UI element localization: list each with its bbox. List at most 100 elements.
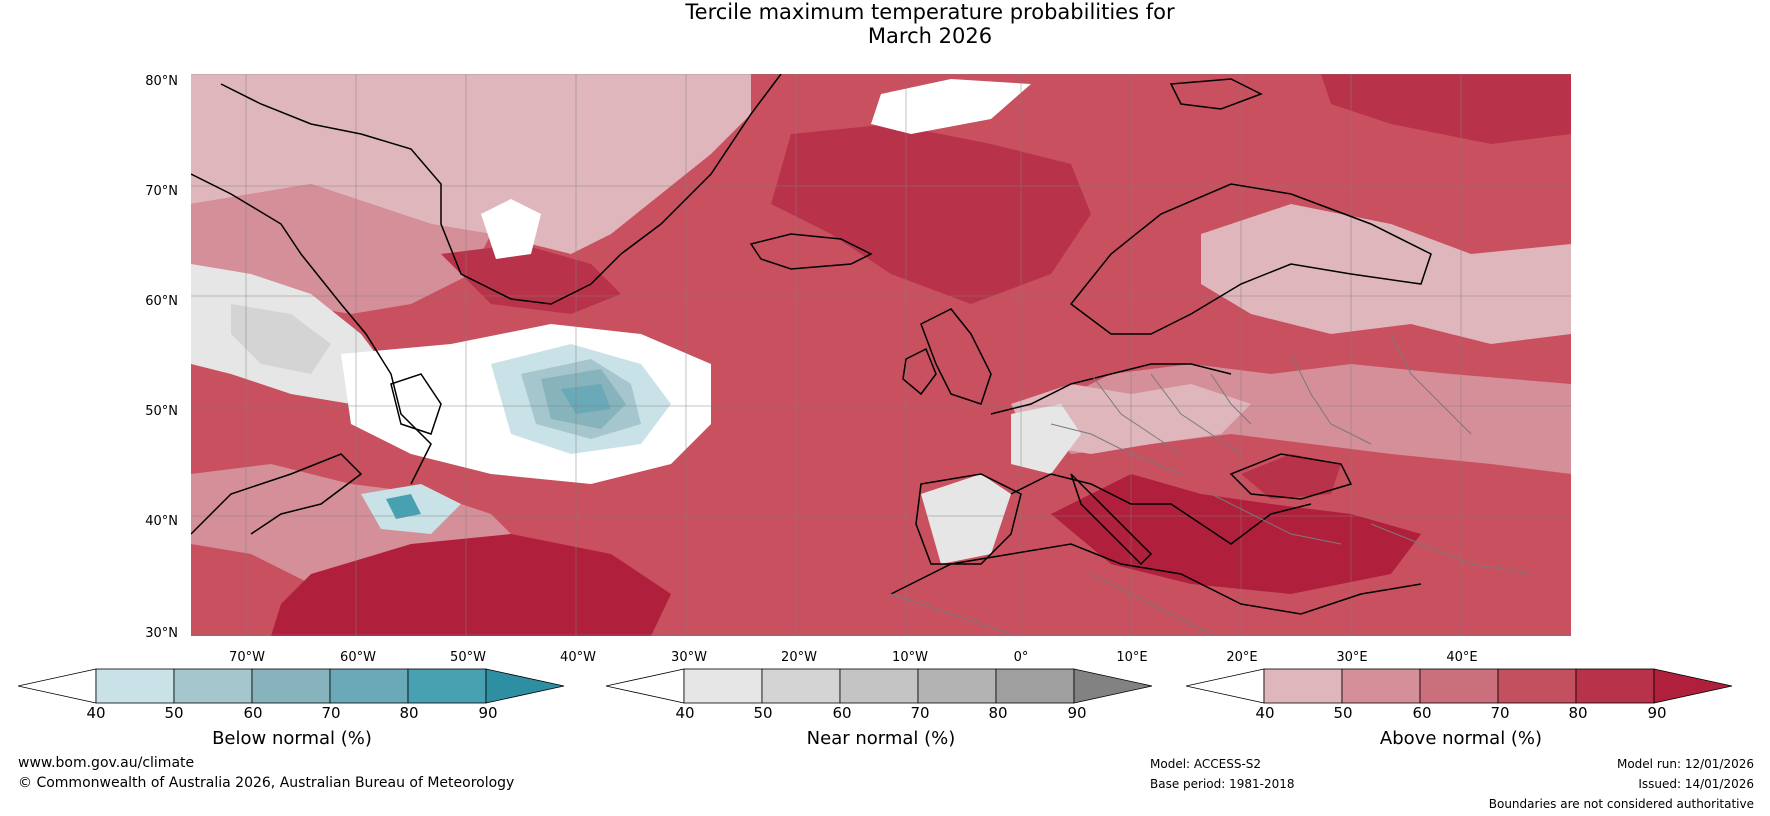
coastline-ireland (902, 347, 937, 396)
base-period: Base period: 1981-2018 (1150, 777, 1295, 791)
coastline-british-isles (920, 308, 992, 405)
longitude-label: 50°W (450, 650, 486, 665)
coastline-africa-north (890, 543, 1422, 615)
colorbar-extend-low (18, 668, 97, 704)
colorbar-extend-high (1073, 668, 1153, 704)
coastline-iberia (915, 473, 1022, 565)
coastline-black-sea (1229, 453, 1353, 500)
colorbar-title-above-normal: Above normal (%) (1379, 728, 1543, 749)
region-above-90-south-atlantic (271, 534, 671, 636)
latitude-label: 50°N (145, 404, 178, 419)
longitude-label: 10°W (892, 650, 928, 665)
coastline-italy (1070, 473, 1153, 566)
region-near-40-50-iberia (921, 474, 1011, 564)
colorbar-tick: 60 (243, 704, 263, 722)
colorbar-below-normal (18, 668, 565, 704)
coastline-europe-west (990, 363, 1232, 415)
colorbar-tick: 50 (164, 704, 184, 722)
colorbar-segment (1419, 668, 1499, 704)
coastlines (191, 74, 1432, 615)
colorbar-segment (1263, 668, 1343, 704)
coastline-mediterranean-north (1010, 473, 1312, 545)
region-above-80-90-north (1321, 74, 1571, 144)
model-run-date: Model run: 12/01/2026 (1616, 757, 1754, 771)
title-line-2: March 2026 (867, 24, 993, 48)
colorbar-tick: 70 (321, 704, 341, 722)
copyright-text: © Commonwealth of Australia 2026, Austra… (18, 775, 515, 791)
colorbar-tick: 50 (1333, 704, 1353, 722)
colorbar-title-near-normal: Near normal (%) (806, 728, 956, 749)
latitude-label: 40°N (145, 514, 178, 529)
region-above-40-50 (191, 74, 751, 254)
colorbar-tick: 50 (753, 704, 773, 722)
longitude-label: 30°E (1336, 650, 1368, 665)
colorbar-extend-high (1653, 668, 1733, 704)
colorbar-extend-high (485, 668, 565, 704)
longitude-label: 20°W (781, 650, 817, 665)
colorbar-tick: 60 (1412, 704, 1432, 722)
region-near-40-50-france (1011, 404, 1081, 474)
country-borders (890, 333, 1532, 635)
colorbar-title-below-normal: Below normal (%) (212, 728, 372, 749)
colorbar-extend-low (1186, 668, 1265, 704)
colorbar-tick: 90 (1067, 704, 1087, 722)
coastline-greenland (360, 74, 782, 305)
graticule (191, 74, 1571, 636)
colorbar-segment (683, 668, 763, 704)
colorbar-extend-low (606, 668, 685, 704)
colorbar-segment (1575, 668, 1655, 704)
colorbar-segment (995, 668, 1075, 704)
latitude-label: 80°N (145, 74, 178, 89)
longitude-label: 40°W (560, 650, 596, 665)
region-near-40-50-svalbard-sea (871, 79, 1031, 134)
map-title: Tercile maximum temperature probabilitie… (0, 0, 1770, 48)
region-above-40-50-east (1201, 204, 1571, 344)
colorbar-segment (1341, 668, 1421, 704)
longitude-label: 10°E (1116, 650, 1148, 665)
website-link[interactable]: www.bom.gov.au/climate (18, 755, 195, 771)
longitude-label: 70°W (229, 650, 265, 665)
longitude-label: 40°E (1446, 650, 1478, 665)
colorbar-segment (95, 668, 175, 704)
colorbar-tick: 40 (1255, 704, 1275, 722)
colorbar-tick: 70 (910, 704, 930, 722)
latitude-label: 70°N (145, 184, 178, 199)
colorbar-tick: 80 (1568, 704, 1588, 722)
coastline-newfoundland (390, 373, 442, 435)
region-near-40-50-greenland (481, 199, 541, 259)
colorbar-tick: 70 (1490, 704, 1510, 722)
boundaries-disclaimer: Boundaries are not considered authoritat… (1488, 797, 1754, 811)
colorbar-tick: 80 (399, 704, 419, 722)
colorbar-segment (329, 668, 409, 704)
title-line-1: Tercile maximum temperature probabilitie… (685, 0, 1175, 24)
colorbar-segment (407, 668, 487, 704)
longitude-label: 0° (1013, 650, 1029, 665)
coastline-svalbard (1169, 78, 1263, 110)
issued-date: Issued: 14/01/2026 (1638, 777, 1754, 791)
region-above-80-90-atlantic (771, 124, 1091, 304)
longitude-label: 30°W (671, 650, 707, 665)
colorbar-tick: 80 (988, 704, 1008, 722)
probability-map (191, 74, 1571, 636)
colorbar-segment (173, 668, 253, 704)
region-below-south-core (386, 494, 421, 519)
coastline-scandinavia (1069, 183, 1432, 335)
colorbar-tick: 60 (832, 704, 852, 722)
colorbar-tick: 90 (1647, 704, 1667, 722)
coastline-iceland (749, 233, 873, 270)
latitude-label: 60°N (145, 294, 178, 309)
colorbar-segment (839, 668, 919, 704)
colorbar-above-normal (1186, 668, 1733, 704)
colorbar-tick: 40 (675, 704, 695, 722)
colorbar-segment (251, 668, 331, 704)
map-canvas (191, 74, 1571, 636)
coastline-nova-scotia (191, 453, 363, 535)
colorbar-segment (917, 668, 997, 704)
coastline-greenland-west (220, 83, 362, 135)
longitude-label: 20°E (1226, 650, 1258, 665)
longitude-label: 60°W (340, 650, 376, 665)
model-name: Model: ACCESS-S2 (1150, 757, 1262, 771)
region-below-70-80 (561, 384, 611, 414)
region-near-50-60-labrador (231, 304, 331, 374)
colorbar-segment (1497, 668, 1577, 704)
